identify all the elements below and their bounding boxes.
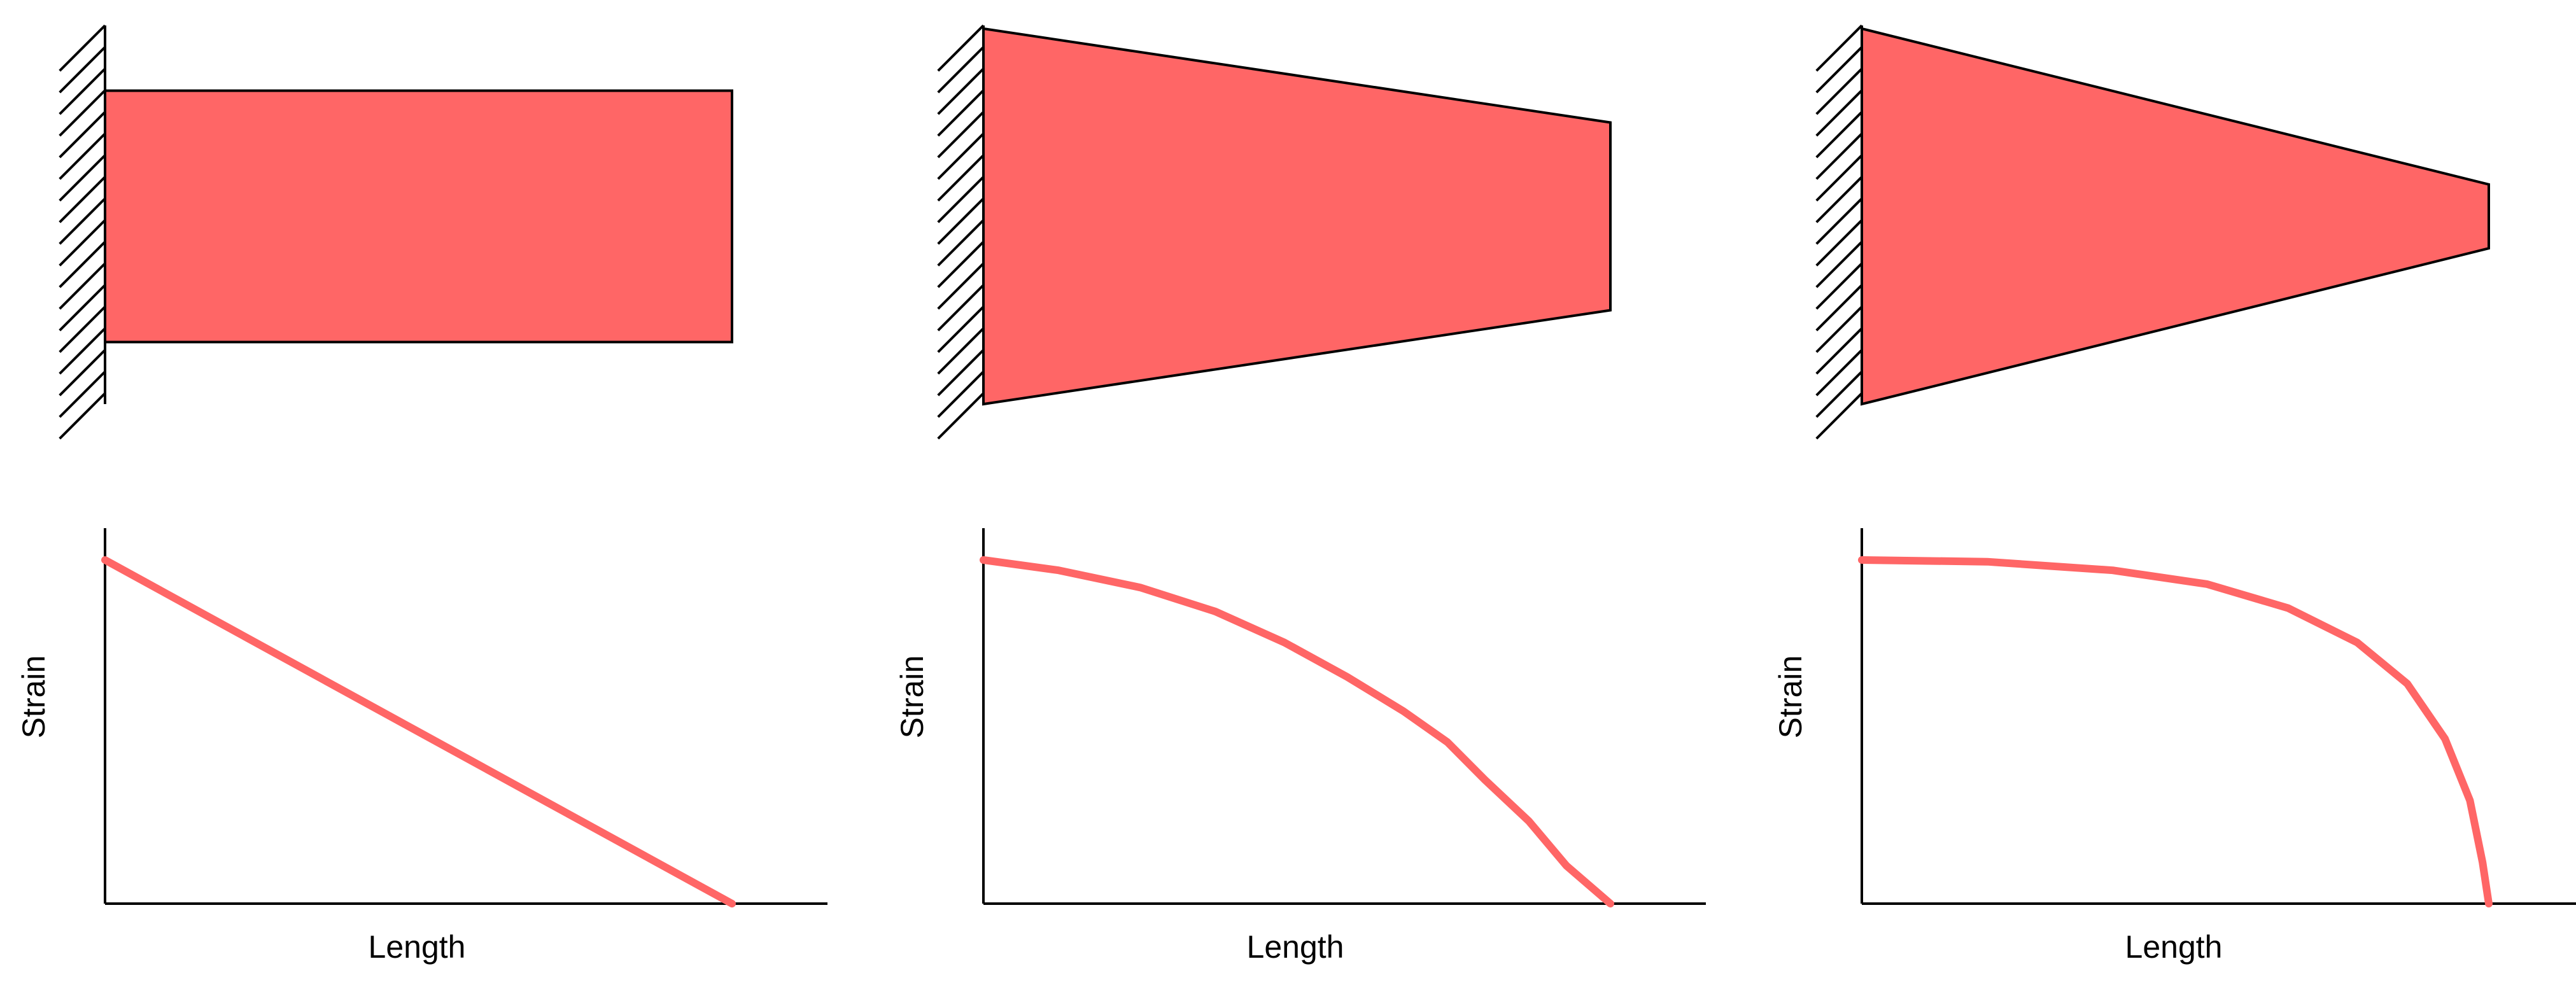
wall-hatch-line [1815,111,1863,158]
wall-hatch-line [59,197,106,245]
wall-hatch-line [59,67,106,115]
wall-hatch-line [59,24,106,72]
wall-hatch-line [1815,24,1863,72]
strain-curve-1 [101,556,736,907]
wall-hatch-line [1815,132,1863,180]
wall-hatch-line [59,132,106,180]
wall-hatch-line [1815,67,1863,115]
beam-shape-linear-taper [982,27,1612,406]
wall-hatch-line [937,111,985,158]
wall-hatch-line [937,132,985,180]
wall-hatch-line [937,392,985,440]
wall-hatch-line [937,349,985,396]
wall-hatch-line [1815,392,1863,440]
wall-support-1 [59,24,106,440]
x-axis-label-1: Length [369,929,466,965]
strain-curve-3 [1858,556,2493,907]
wall-support-2 [937,24,985,440]
wall-hatch-line [1815,262,1863,310]
wall-hatch-line [937,219,985,267]
wall-hatch-line [59,241,106,288]
wall-hatch-line [1815,219,1863,267]
strain-plot-2: Length Strain [894,528,1706,965]
wall-hatch-line [59,89,106,137]
wall-hatch-line [1815,284,1863,332]
wall-hatch-line [59,305,106,353]
beam-shape-steep-taper [1861,27,2490,406]
wall-hatch-line [937,176,985,223]
panel-linear-taper-beam: Length Strain [894,24,1706,965]
wall-hatch-line [1815,197,1863,245]
wall-hatch-line [937,197,985,245]
wall-hatch-line [1815,89,1863,137]
wall-hatch-line [937,305,985,353]
wall-hatch-line [59,154,106,202]
wall-hatch-line [937,370,985,418]
beam-shape-uniform [104,89,733,344]
x-axis-label-3: Length [2125,929,2223,965]
wall-hatch-line [59,392,106,440]
wall-hatch-line [1815,241,1863,288]
y-axis-label-2: Strain [894,655,930,739]
wall-hatch-line [1815,46,1863,94]
y-axis-label-1: Strain [16,655,52,739]
panel-steep-taper-beam: Length Strain [1773,24,2576,965]
y-axis-label-3: Strain [1773,655,1808,739]
wall-hatch-line [1815,305,1863,353]
wall-hatch-line [937,24,985,72]
wall-hatch-line [1815,370,1863,418]
wall-hatch-line [937,327,985,375]
wall-hatch-line [937,284,985,332]
strain-plot-1: Length Strain [16,528,827,965]
wall-hatch-line [1815,154,1863,202]
wall-hatch-line [59,111,106,158]
wall-hatch-line [1815,349,1863,396]
wall-hatch-line [937,241,985,288]
wall-hatch-line [59,176,106,223]
strain-curve-2 [980,556,1614,907]
wall-hatch-line [59,349,106,396]
wall-hatch-line [59,46,106,94]
wall-hatch-line [59,219,106,267]
x-axis-label-2: Length [1247,929,1344,965]
panel-uniform-beam: Length Strain [16,24,827,965]
wall-hatch-line [59,327,106,375]
wall-hatch-line [1815,327,1863,375]
wall-hatch-line [1815,176,1863,223]
wall-hatch-line [59,262,106,310]
wall-hatch-line [937,89,985,137]
strain-plot-3: Length Strain [1773,528,2576,965]
wall-hatch-line [59,370,106,418]
wall-hatch-line [937,154,985,202]
wall-hatch-line [937,46,985,94]
wall-hatch-line [937,262,985,310]
wall-hatch-line [937,67,985,115]
wall-hatch-line [59,284,106,332]
